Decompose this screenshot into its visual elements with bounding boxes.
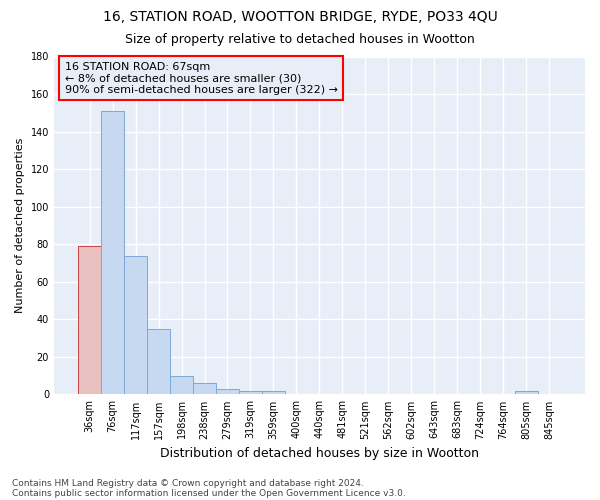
Bar: [262, 390, 285, 394]
Bar: [515, 390, 538, 394]
Text: 16, STATION ROAD, WOOTTON BRIDGE, RYDE, PO33 4QU: 16, STATION ROAD, WOOTTON BRIDGE, RYDE, …: [103, 10, 497, 24]
Text: Contains public sector information licensed under the Open Government Licence v3: Contains public sector information licen…: [12, 488, 406, 498]
X-axis label: Distribution of detached houses by size in Wootton: Distribution of detached houses by size …: [160, 447, 479, 460]
Y-axis label: Number of detached properties: Number of detached properties: [15, 138, 25, 313]
Text: Contains HM Land Registry data © Crown copyright and database right 2024.: Contains HM Land Registry data © Crown c…: [12, 478, 364, 488]
Bar: [193, 383, 216, 394]
Bar: [78, 246, 101, 394]
Bar: [124, 256, 147, 394]
Bar: [170, 376, 193, 394]
Text: 16 STATION ROAD: 67sqm
← 8% of detached houses are smaller (30)
90% of semi-deta: 16 STATION ROAD: 67sqm ← 8% of detached …: [65, 62, 338, 95]
Bar: [147, 328, 170, 394]
Bar: [101, 111, 124, 395]
Bar: [216, 389, 239, 394]
Text: Size of property relative to detached houses in Wootton: Size of property relative to detached ho…: [125, 32, 475, 46]
Bar: [239, 390, 262, 394]
